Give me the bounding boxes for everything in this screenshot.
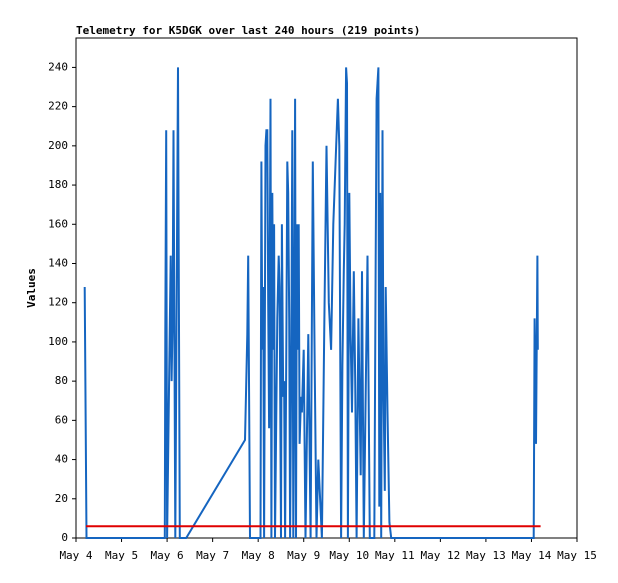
y-tick-label: 80: [55, 374, 68, 387]
plot-frame: [75, 37, 578, 539]
y-tick-label: 240: [48, 60, 68, 73]
y-tick-label: 120: [48, 296, 68, 309]
y-tick-label: 40: [55, 453, 68, 466]
y-tick-label: 200: [48, 139, 68, 152]
chart-title: Telemetry for K5DGK over last 240 hours …: [76, 24, 420, 37]
y-tick-label: 160: [48, 217, 68, 230]
x-tick-label: May 4: [59, 549, 92, 562]
x-tick-label: May 7: [196, 549, 229, 562]
x-tick-label: May 6: [151, 549, 184, 562]
x-tick-label: May 13: [466, 549, 506, 562]
x-tick-label: May 9: [287, 549, 320, 562]
x-tick-label: May 5: [105, 549, 138, 562]
x-tick-label: May 14: [512, 549, 552, 562]
y-tick-label: 100: [48, 335, 68, 348]
y-axis-label: Values: [25, 268, 38, 308]
x-tick-label: May 10: [329, 549, 369, 562]
x-tick-label: May 8: [242, 549, 275, 562]
x-tick-label: May 11: [375, 549, 415, 562]
y-tick-label: 0: [61, 531, 68, 544]
x-tick-label: May 15: [557, 549, 597, 562]
y-tick-label: 20: [55, 492, 68, 505]
y-tick-label: 180: [48, 178, 68, 191]
y-tick-label: 140: [48, 256, 68, 269]
series-line: [83, 67, 539, 539]
y-tick-label: 220: [48, 100, 68, 113]
y-tick-label: 60: [55, 413, 68, 426]
x-tick-label: May 12: [420, 549, 460, 562]
